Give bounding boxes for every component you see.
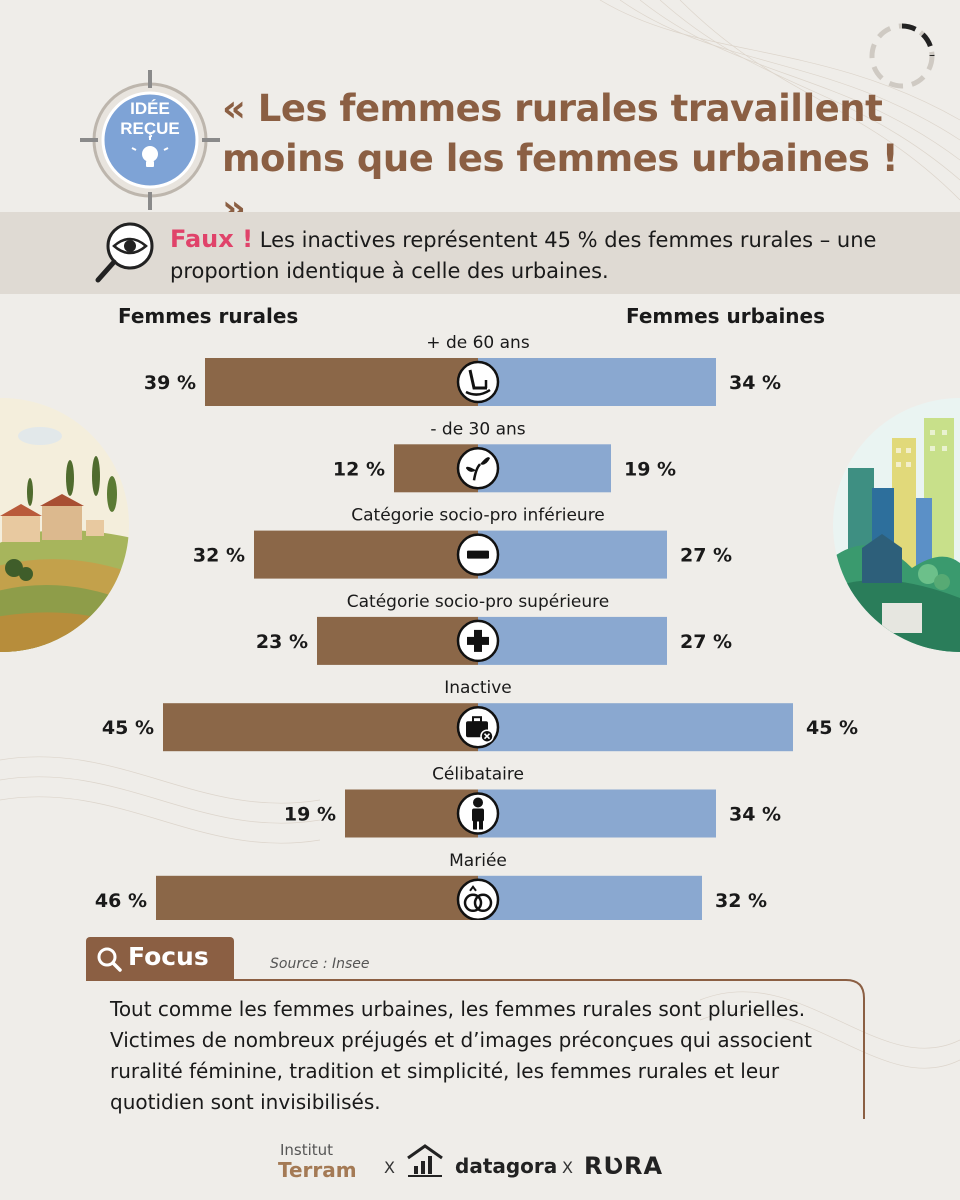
bar-rural [254, 530, 478, 579]
header-rural: Femmes rurales [118, 304, 299, 328]
value-label-rural: 19 % [284, 804, 336, 826]
bar-urban [478, 703, 793, 752]
category-label: Inactive [444, 678, 511, 698]
bar-urban [478, 530, 667, 579]
value-label-urban: 45 % [806, 717, 858, 739]
datagora-logo-icon [407, 1144, 443, 1177]
bar-rural [156, 875, 478, 920]
footer-logos: Institut Terram X datagora X RƲRA [270, 1138, 690, 1188]
diverging-bar-chart: + de 60 ans 39 % 34 % - de 30 ans 12 % 19 % Ca… [95, 333, 858, 920]
value-label-rural: 45 % [102, 717, 154, 739]
urban-city-illustration [833, 398, 960, 652]
terram-logo-text: Terram [278, 1158, 357, 1182]
bar-rural [317, 616, 478, 665]
magnifier-eye-icon [95, 222, 154, 283]
bar-urban [478, 358, 716, 406]
category-label: Célibataire [432, 765, 524, 785]
bar-rural [163, 703, 478, 752]
category-label: + de 60 ans [426, 333, 530, 353]
value-label-urban: 19 % [624, 458, 676, 480]
focus-label: Focus [128, 942, 209, 971]
bar-rural [205, 358, 478, 406]
faux-body: Les inactives représentent 45 % des femm… [170, 228, 877, 283]
plus-icon [467, 629, 489, 652]
focus-tab: Focus [86, 937, 234, 981]
rural-landscape-illustration [0, 398, 129, 652]
focus-frame-line [86, 979, 865, 1119]
value-label-urban: 34 % [729, 804, 781, 826]
idee-recue-badge: IDÉE REÇUE [80, 70, 220, 210]
source-note: Source : Insee [270, 956, 370, 972]
category-label: Mariée [449, 851, 507, 871]
datagora-logo-text: datagora [455, 1154, 558, 1178]
value-label-rural: 12 % [333, 458, 385, 480]
bar-urban [478, 875, 702, 920]
value-label-urban: 27 % [680, 545, 732, 567]
category-label: Catégorie socio-pro inférieure [351, 506, 605, 526]
bar-urban [478, 616, 667, 665]
header-urban: Femmes urbaines [626, 304, 826, 328]
rings-icon [463, 885, 493, 913]
faux-banner [0, 212, 960, 294]
minus-icon [467, 550, 489, 559]
value-label-urban: 32 % [715, 890, 767, 912]
briefcase-x-icon [466, 716, 494, 743]
icon-circle [456, 360, 500, 404]
value-label-rural: 39 % [144, 372, 196, 394]
value-label-urban: 27 % [680, 631, 732, 653]
separator-x-2: X [562, 1158, 573, 1177]
bar-urban [478, 789, 716, 838]
page-title: « Les femmes rurales travaillent moins q… [222, 87, 899, 230]
bar-rural [345, 789, 478, 838]
badge-line2: REÇUE [120, 119, 180, 138]
value-label-rural: 32 % [193, 545, 245, 567]
category-label: - de 30 ans [430, 419, 525, 439]
badge-line1: IDÉE [130, 99, 170, 118]
faux-highlight: Faux ! [170, 225, 254, 253]
focus-body: Tout comme les femmes urbaines, les femm… [110, 997, 813, 1114]
bar-urban [478, 444, 611, 493]
icon-circle [456, 878, 500, 920]
value-label-rural: 46 % [95, 890, 147, 912]
category-label: Catégorie socio-pro supérieure [347, 592, 609, 612]
lightbulb-icon [131, 136, 169, 167]
separator-x-1: X [384, 1158, 395, 1177]
value-label-urban: 34 % [729, 372, 781, 394]
rocking-chair-icon [465, 369, 491, 396]
search-icon [97, 947, 122, 972]
institut-text: Institut [280, 1141, 334, 1159]
person-icon [472, 797, 484, 830]
dashed-circle-decoration [869, 23, 935, 89]
rura-logo-text: RƲRA [584, 1152, 664, 1180]
faux-statement: Faux ! Les inactives représentent 45 % d… [170, 224, 930, 287]
sprout-icon [466, 457, 490, 481]
value-label-rural: 23 % [256, 631, 308, 653]
